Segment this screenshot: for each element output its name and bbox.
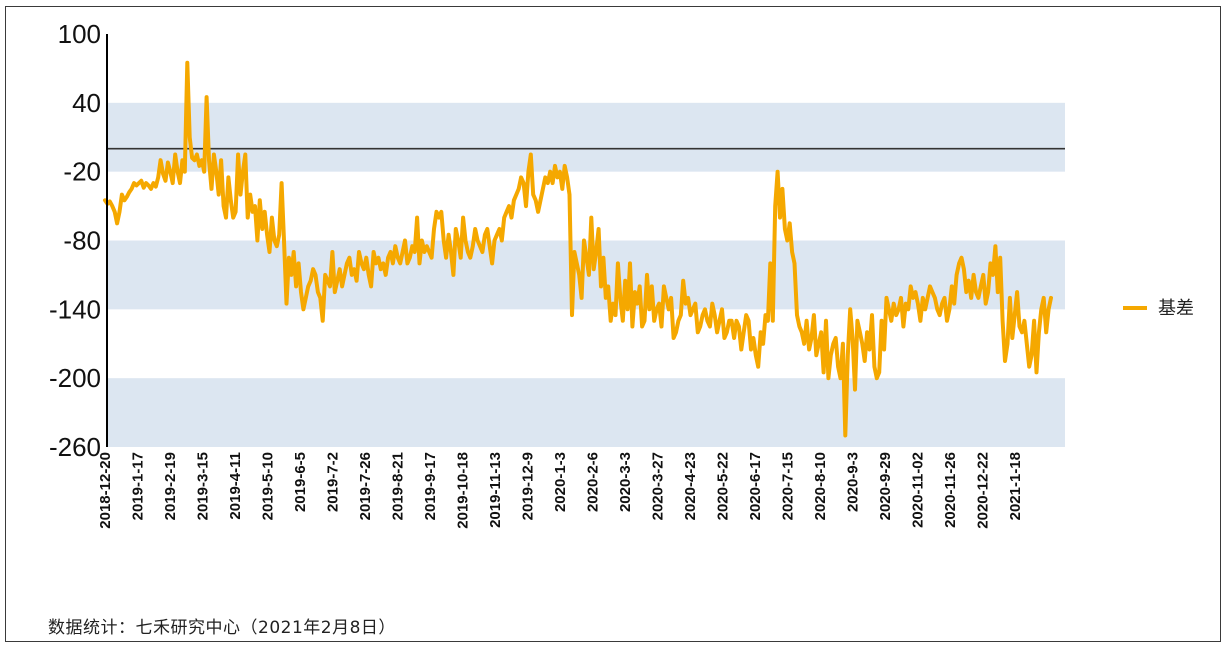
x-tick-label: 2020-3-27 xyxy=(650,452,667,520)
x-tick-label: 2020-2-6 xyxy=(585,452,602,512)
x-tick-label: 2019-7-2 xyxy=(325,452,342,512)
series-line-basis xyxy=(103,60,1053,438)
chart-frame: 100 40 -20 -80 -140 -200 -260 2018-12-20 2019-1… xyxy=(5,6,1221,642)
x-tick-label: 2019-5-10 xyxy=(260,452,277,520)
x-tick-label: 2019-11-13 xyxy=(487,452,504,528)
y-axis-ticks: 100 40 -20 -80 -140 -200 -260 xyxy=(49,19,101,462)
band-0 xyxy=(107,102,1065,172)
x-tick-label: 2020-12-22 xyxy=(975,452,992,529)
x-tick-label: 2019-7-26 xyxy=(357,452,374,520)
x-tick-label: 2021-1-18 xyxy=(1007,452,1024,520)
shaded-bands xyxy=(107,102,1065,447)
x-tick-label: 2019-4-11 xyxy=(227,452,244,520)
x-tick-label: 2020-9-3 xyxy=(845,452,862,512)
y-tick-label: 40 xyxy=(72,88,101,118)
x-axis-ticks: 2018-12-20 2019-1-17 2019-2-19 2019-3-15 201… xyxy=(97,452,1024,529)
x-tick-label: 2020-8-10 xyxy=(812,452,829,520)
y-tick-label: -140 xyxy=(49,294,101,324)
x-tick-label: 2019-3-15 xyxy=(195,452,212,520)
source-note: 数据统计：七禾研究中心（2021年2月8日） xyxy=(48,618,396,638)
x-tick-label: 2018-12-20 xyxy=(97,452,114,529)
x-tick-label: 2019-9-17 xyxy=(422,452,439,520)
x-tick-label: 2020-9-29 xyxy=(877,452,894,520)
x-tick-label: 2019-8-21 xyxy=(390,452,407,520)
x-tick-label: 2020-4-23 xyxy=(682,452,699,520)
basis-line-chart: 100 40 -20 -80 -140 -200 -260 2018-12-20 2019-1… xyxy=(49,19,1194,529)
x-tick-label: 2020-11-26 xyxy=(942,452,959,528)
band-2 xyxy=(107,378,1065,447)
x-tick-label: 2019-2-19 xyxy=(162,452,179,520)
x-tick-label: 2020-6-17 xyxy=(747,452,764,520)
y-tick-label: -80 xyxy=(63,226,101,256)
legend: 基差 xyxy=(1123,298,1194,319)
x-tick-label: 2019-1-17 xyxy=(130,452,147,520)
x-tick-label: 2020-7-15 xyxy=(780,452,797,520)
x-tick-label: 2019-12-9 xyxy=(520,452,537,520)
y-tick-label: -200 xyxy=(49,363,101,393)
y-tick-label: -20 xyxy=(63,157,101,187)
x-tick-label: 2020-5-22 xyxy=(715,452,732,520)
x-tick-label: 2019-6-5 xyxy=(292,452,309,512)
y-tick-label: 100 xyxy=(58,19,101,49)
x-tick-label: 2019-10-18 xyxy=(455,452,472,529)
x-tick-label: 2020-1-3 xyxy=(552,452,569,512)
x-tick-label: 2020-3-3 xyxy=(617,452,634,512)
legend-label: 基差 xyxy=(1158,298,1194,319)
y-tick-label: -260 xyxy=(49,432,101,462)
x-tick-label: 2020-11-02 xyxy=(910,452,927,528)
